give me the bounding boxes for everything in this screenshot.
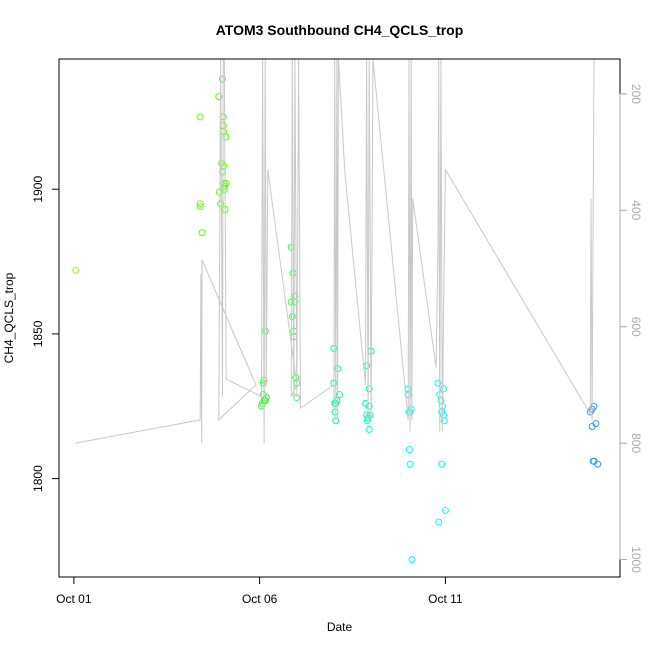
data-point (440, 385, 448, 393)
data-point (72, 266, 80, 274)
data-point (336, 391, 343, 399)
data-point (196, 113, 204, 121)
x-tick-label: Oct 01 (56, 592, 92, 606)
x-axis-label: Date (327, 620, 353, 634)
x-axis: Oct 01 Oct 06 Oct 11 (56, 576, 463, 606)
y-tick-label: 1850 (31, 320, 45, 347)
data-point (408, 556, 416, 564)
data-point (222, 133, 230, 141)
data-point (405, 446, 413, 454)
data-point (196, 200, 204, 208)
y-tick-label: 1900 (31, 176, 45, 203)
right-tick-label: 800 (629, 433, 643, 453)
data-point (218, 75, 226, 83)
right-tick-label: 1000 (629, 546, 643, 573)
right-tick-label: 400 (629, 200, 643, 220)
data-point (366, 411, 374, 419)
right-tick-label: 200 (629, 84, 643, 104)
data-point (441, 506, 449, 514)
data-point (365, 402, 373, 410)
plot-area (58, 58, 621, 578)
chart-title: ATOM3 Southbound CH4_QCLS_trop (216, 22, 464, 38)
x-tick-label: Oct 11 (428, 592, 463, 606)
x-tick-label: Oct 06 (242, 592, 278, 606)
data-point (435, 518, 443, 526)
right-tick-label: 600 (629, 317, 643, 337)
data-point (406, 460, 414, 468)
data-point (288, 313, 296, 321)
data-point (198, 229, 206, 237)
data-point (215, 93, 223, 101)
right-axis: 200 400 600 800 1000 (619, 84, 643, 573)
data-point (261, 327, 269, 335)
data-point (365, 425, 373, 433)
data-point (438, 460, 446, 468)
data-point (590, 402, 598, 410)
data-point (434, 379, 442, 387)
data-point (592, 420, 600, 428)
data-point (196, 203, 204, 211)
data-point (220, 162, 228, 170)
data-point (440, 417, 448, 425)
y-tick-label: 1800 (31, 465, 45, 492)
data-point (363, 417, 371, 425)
data-point (217, 200, 225, 208)
data-point (262, 394, 270, 402)
y-axis-label: CH4_QCLS_trop (2, 272, 16, 363)
data-point (594, 460, 602, 468)
data-point (365, 385, 373, 393)
y-axis: 1800 1850 1900 (31, 176, 60, 492)
